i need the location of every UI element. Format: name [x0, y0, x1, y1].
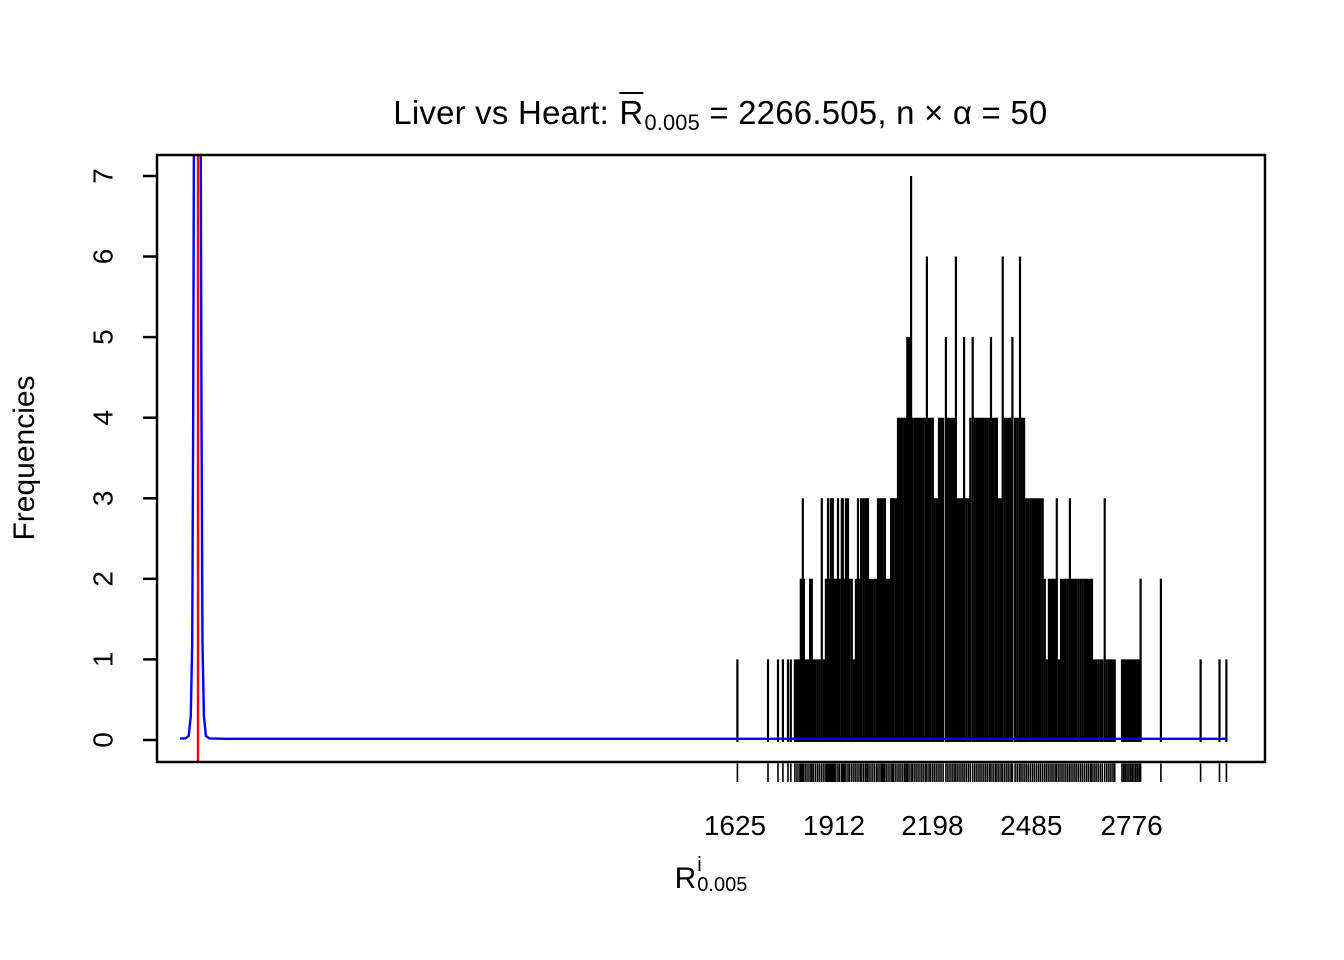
x-tick-label: 1912 [803, 810, 865, 841]
x-tick-label: 2485 [1000, 810, 1062, 841]
x-tick-label: 2198 [901, 810, 963, 841]
y-axis-title-layer: Frequencies [8, 375, 41, 540]
histogram-spikes-layer [736, 176, 1228, 743]
x-axis-title-scripts: i 0.005 [697, 855, 747, 896]
plot-frame-layer [155, 153, 1267, 764]
plot-frame [155, 153, 1267, 764]
rug-layer [736, 763, 1228, 782]
x-axis-title: R i 0.005 [157, 855, 1265, 903]
y-axis-title: Frequencies [8, 375, 41, 540]
plot-title: Liver vs Heart: R0.005 = 2266.505, n × α… [157, 56, 1265, 136]
density-curve [180, 155, 1227, 740]
y-tick-label: 4 [88, 410, 119, 426]
title-stat-overbar: R [619, 94, 644, 131]
y-tick-label: 7 [88, 168, 119, 184]
x-axis-title-subscript: 0.005 [697, 874, 748, 897]
x-tick-label: 2776 [1100, 810, 1162, 841]
x-axis-title-base: R [674, 862, 697, 895]
y-tick-label: 6 [88, 249, 119, 265]
y-tick-label: 1 [88, 652, 119, 668]
y-tick-label: 0 [88, 732, 119, 748]
title-stat-subscript: 0.005 [644, 110, 700, 136]
title-prefix: Liver vs Heart: [393, 94, 619, 131]
y-tick-label: 5 [88, 329, 119, 345]
density-curve-layer [180, 155, 1227, 740]
y-axis-layer: 0 1 2 3 4 5 6 7 [88, 168, 157, 748]
x-tick-label: 1625 [704, 810, 766, 841]
y-tick-label: 3 [88, 491, 119, 507]
x-axis-title-superscript: i [697, 854, 702, 876]
y-tick-label: 2 [88, 571, 119, 587]
x-axis-layer: 1625 1912 2198 2485 2776 [704, 810, 1163, 841]
title-rest: = 2266.505, n × α = 50 [699, 94, 1048, 131]
